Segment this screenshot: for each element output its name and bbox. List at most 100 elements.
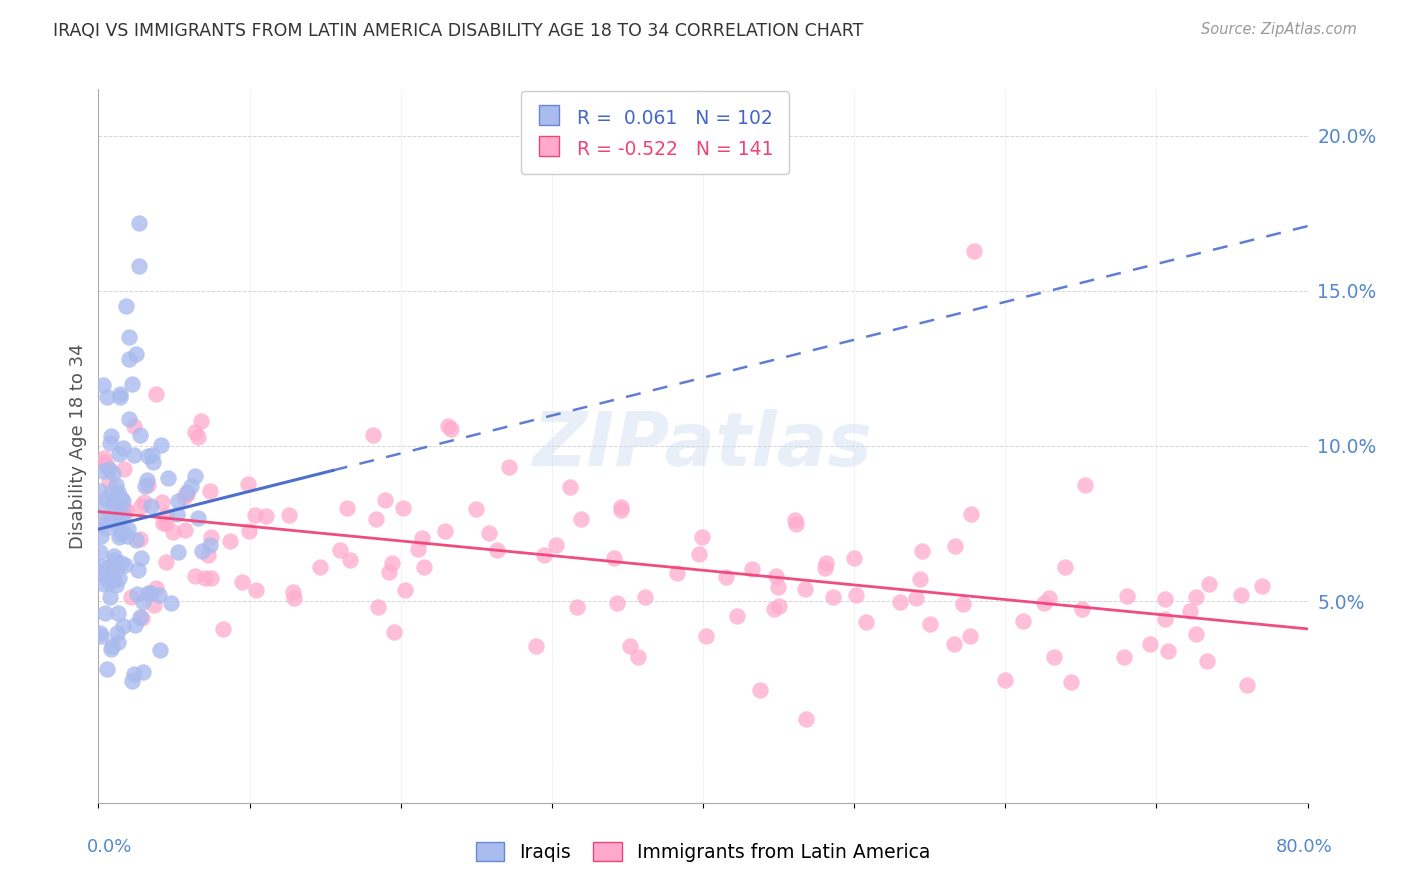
Point <box>110 527 132 541</box>
Y-axis label: Disability Age 18 to 34: Disability Age 18 to 34 <box>69 343 87 549</box>
Point <box>184 568 207 582</box>
Point <box>768 581 790 595</box>
Point <box>176 485 198 500</box>
Point <box>128 259 150 273</box>
Point <box>245 508 267 523</box>
Point <box>108 492 131 507</box>
Point <box>114 299 136 313</box>
Point <box>107 634 129 648</box>
Point <box>1185 627 1208 641</box>
Point <box>198 538 221 552</box>
Point <box>1042 650 1064 665</box>
Point <box>93 576 115 591</box>
Point <box>309 559 332 574</box>
Point <box>91 464 114 478</box>
Point <box>105 563 128 577</box>
Point <box>91 500 114 514</box>
Point <box>105 477 128 491</box>
Point <box>183 425 205 439</box>
Point <box>100 641 122 656</box>
Point <box>1071 602 1094 616</box>
Point <box>176 487 198 501</box>
Point <box>602 551 624 566</box>
Point <box>908 572 931 586</box>
Point <box>1156 644 1178 658</box>
Point <box>1178 604 1201 618</box>
Point <box>634 590 657 604</box>
Point <box>905 591 928 605</box>
Point <box>103 500 125 515</box>
Point <box>571 512 593 526</box>
Point <box>93 455 115 469</box>
Point <box>89 484 111 499</box>
Point <box>336 501 359 516</box>
Point <box>918 616 941 631</box>
Point <box>167 545 190 559</box>
Point <box>173 523 195 537</box>
Point <box>110 491 132 505</box>
Point <box>120 591 142 605</box>
Point <box>855 615 877 630</box>
Point <box>814 560 837 574</box>
Point <box>101 494 124 508</box>
Point <box>1198 577 1220 591</box>
Point <box>98 590 121 604</box>
Point <box>1033 595 1056 609</box>
Point <box>117 504 139 518</box>
Point <box>439 422 461 436</box>
Point <box>125 587 148 601</box>
Point <box>478 526 501 541</box>
Point <box>100 429 122 443</box>
Point <box>560 480 582 494</box>
Point <box>118 412 141 426</box>
Point <box>105 626 128 640</box>
Point <box>162 524 184 539</box>
Point <box>107 484 129 499</box>
Point <box>191 544 214 558</box>
Point <box>155 516 177 531</box>
Point <box>108 508 131 523</box>
Point <box>1074 478 1097 492</box>
Point <box>141 448 163 462</box>
Point <box>118 352 141 367</box>
Point <box>567 600 589 615</box>
Point <box>136 474 159 488</box>
Point <box>464 502 486 516</box>
Point <box>364 512 387 526</box>
Point <box>725 609 748 624</box>
Text: IRAQI VS IMMIGRANTS FROM LATIN AMERICA DISABILITY AGE 18 TO 34 CORRELATION CHART: IRAQI VS IMMIGRANTS FROM LATIN AMERICA D… <box>53 22 863 40</box>
Point <box>911 544 934 558</box>
Point <box>145 581 167 595</box>
Point <box>1053 559 1076 574</box>
Point <box>108 530 131 544</box>
Point <box>994 673 1017 688</box>
Point <box>842 551 865 566</box>
Legend: Iraqis, Immigrants from Latin America: Iraqis, Immigrants from Latin America <box>468 834 938 869</box>
Point <box>1251 579 1274 593</box>
Point <box>959 629 981 643</box>
Point <box>794 712 817 726</box>
Point <box>361 428 384 442</box>
Point <box>91 378 114 392</box>
Point <box>952 597 974 611</box>
Point <box>122 666 145 681</box>
Point <box>200 530 222 544</box>
Point <box>89 544 111 558</box>
Point <box>546 538 568 552</box>
Point <box>114 502 136 516</box>
Point <box>150 438 173 452</box>
Point <box>408 542 430 557</box>
Point <box>112 493 135 508</box>
Point <box>524 640 547 654</box>
Point <box>392 501 415 516</box>
Point <box>110 524 132 538</box>
Point <box>129 550 152 565</box>
Point <box>103 573 125 587</box>
Point <box>93 451 115 466</box>
Point <box>108 447 131 461</box>
Text: ZIPatlas: ZIPatlas <box>533 409 873 483</box>
Point <box>374 493 396 508</box>
Point <box>128 216 150 230</box>
Point <box>1112 649 1135 664</box>
Point <box>118 330 141 344</box>
